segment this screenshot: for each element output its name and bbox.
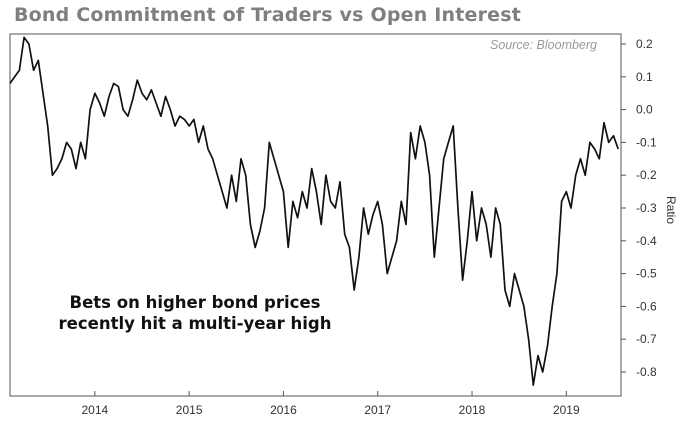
y-tick-label: 0.2 (636, 37, 653, 51)
x-tick-label: 2016 (270, 403, 297, 417)
y-axis-title: Ratio (664, 196, 678, 224)
y-tick-label: -0.2 (636, 168, 657, 182)
x-axis: 2014 2015 2016 2017 2018 2019 (82, 391, 580, 417)
y-tick-label: 0.0 (636, 103, 653, 117)
annotation: Bets on higher bond prices recently hit … (40, 292, 350, 334)
y-tick-label: -0.1 (636, 135, 657, 149)
chart-title: Bond Commitment of Traders vs Open Inter… (14, 4, 522, 26)
source-note: Source: Bloomberg (490, 38, 598, 52)
series-line (9, 36, 620, 386)
x-tick-label: 2017 (364, 403, 391, 417)
y-tick-label: -0.5 (636, 267, 657, 281)
y-tick-label: -0.4 (636, 234, 657, 248)
x-tick-label: 2015 (176, 403, 203, 417)
x-tick-label: 2019 (553, 403, 580, 417)
annotation-line-1: Bets on higher bond prices (69, 293, 321, 312)
y-axis: 0.2 0.1 0.0 -0.1 -0.2 -0.3 -0.4 -0.5 -0.6 -0.7 -0.… (621, 37, 657, 379)
x-tick-label: 2018 (459, 403, 486, 417)
x-tick-label: 2014 (82, 403, 109, 417)
y-tick-label: -0.8 (636, 365, 657, 379)
y-tick-label: 0.1 (636, 70, 653, 84)
y-tick-label: -0.7 (636, 332, 657, 346)
y-tick-label: -0.6 (636, 299, 657, 313)
y-tick-label: -0.3 (636, 201, 657, 215)
annotation-line-2: recently hit a multi-year high (58, 314, 332, 333)
plot-frame (9, 33, 622, 397)
